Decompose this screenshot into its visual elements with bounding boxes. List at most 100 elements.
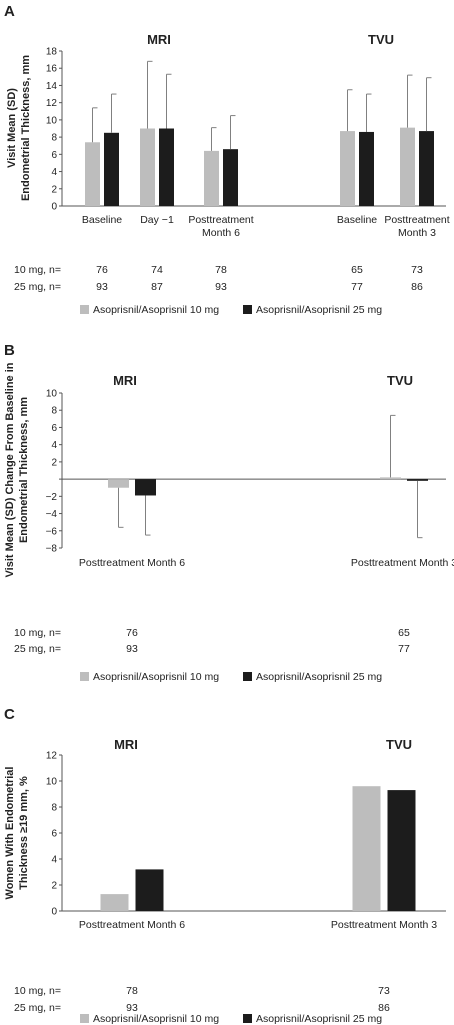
panel-a-bar-25mg <box>159 128 174 206</box>
panel-a-y-tick-label: 0 <box>51 202 57 213</box>
panel-c-category-label: Posttreatment Month 6 <box>79 919 185 931</box>
panel-b-y-axis-label: Endometrial Thickness, mm <box>18 397 30 543</box>
panel-c-n-label-10mg: 10 mg, n= <box>14 985 61 997</box>
panel-b-bar-10mg <box>380 477 401 480</box>
panel-b-y-tick-label: −4 <box>46 509 58 520</box>
panel-c-category-label: Posttreatment Month 3 <box>331 919 437 931</box>
panel-a-bar-10mg <box>400 127 415 206</box>
panel-a-y-tick-label: 16 <box>46 64 58 75</box>
panel-a-bar-25mg <box>104 132 119 206</box>
panel-b-group-title-mri: MRI <box>113 373 137 388</box>
panel-a-n-25mg: 86 <box>411 281 423 293</box>
panel-a-bar-10mg <box>140 128 155 206</box>
panel-a-y-axis-label: Visit Mean (SD) <box>6 88 18 168</box>
panel-c-y-tick-label: 8 <box>51 803 57 814</box>
panel-a-n-25mg: 93 <box>96 281 108 293</box>
panel-c-y-tick-label: 12 <box>46 751 58 762</box>
panel-a-n-10mg: 76 <box>96 264 108 276</box>
panel-a-legend-swatch-25mg <box>243 305 252 314</box>
panel-a-n-label-25mg: 25 mg, n= <box>14 281 61 293</box>
panel-a-y-tick-label: 4 <box>51 167 57 178</box>
panel-a-n-10mg: 74 <box>151 264 163 276</box>
panel-a-n-10mg: 78 <box>215 264 227 276</box>
panel-a-y-tick-label: 12 <box>46 98 58 109</box>
panel-a-letter: A <box>4 3 15 20</box>
panel-a-bar-25mg <box>223 149 238 206</box>
panel-a-bar-10mg <box>85 142 100 206</box>
panel-c-group-title-mri: MRI <box>114 737 138 752</box>
panel-b-y-tick-label: 10 <box>46 389 58 400</box>
panel-a-group-title-mri: MRI <box>147 32 171 47</box>
panel-c-legend-swatch-25mg <box>243 1014 252 1023</box>
panel-a-bar-25mg <box>419 131 434 206</box>
panel-a-n-25mg: 87 <box>151 281 163 293</box>
panel-a-category-label: Baseline <box>82 214 122 226</box>
panel-a-y-tick-label: 18 <box>46 47 58 58</box>
panel-b-group-title-tvu: TVU <box>387 373 413 388</box>
panel-c-legend-swatch-10mg <box>80 1014 89 1023</box>
panel-a-legend-swatch-10mg <box>80 305 89 314</box>
panel-c-letter: C <box>4 706 15 723</box>
panel-a-category-label: Baseline <box>337 214 377 226</box>
panel-c-n-10mg: 73 <box>378 985 390 997</box>
panel-c-n-label-25mg: 25 mg, n= <box>14 1002 61 1014</box>
panel-c-group-title-tvu: TVU <box>386 737 412 752</box>
panel-b-bar-25mg <box>407 479 428 481</box>
panel-c-y-tick-label: 2 <box>51 881 57 892</box>
panel-b-y-tick-label: −6 <box>46 526 58 537</box>
panel-b-n-25mg: 93 <box>126 643 138 655</box>
panel-c-bar-10mg <box>100 894 129 911</box>
panel-b-legend-label-10mg: Asoprisnil/Asoprisnil 10 mg <box>93 671 219 683</box>
panel-a-y-tick-label: 8 <box>51 133 57 144</box>
panel-b-legend-label-25mg: Asoprisnil/Asoprisnil 25 mg <box>256 671 382 683</box>
panel-c-y-tick-label: 6 <box>51 829 57 840</box>
panel-c-y-axis-label: Women With Endometrial <box>4 767 16 900</box>
panel-a-n-10mg: 73 <box>411 264 423 276</box>
panel-b-bar-25mg <box>135 479 156 496</box>
panel-a-n-25mg: 77 <box>351 281 363 293</box>
panel-b-legend-swatch-10mg <box>80 672 89 681</box>
panel-a-legend-label-10mg: Asoprisnil/Asoprisnil 10 mg <box>93 304 219 316</box>
panel-b-n-25mg: 77 <box>398 643 410 655</box>
panel-c-bar-25mg <box>135 869 164 911</box>
panel-b-y-tick-label: −8 <box>46 544 58 555</box>
panel-b-n-label-10mg: 10 mg, n= <box>14 627 61 639</box>
panel-b-n-10mg: 76 <box>126 627 138 639</box>
panel-a-n-25mg: 93 <box>215 281 227 293</box>
panel-a-y-tick-label: 10 <box>46 115 58 126</box>
panel-a-group-title-tvu: TVU <box>368 32 394 47</box>
panel-c-bar-25mg <box>387 790 416 911</box>
panel-b-letter: B <box>4 342 15 359</box>
panel-b-y-tick-label: 8 <box>51 406 57 417</box>
panel-b-category-label: Posttreatment Month 6 <box>79 557 185 569</box>
panel-b-n-10mg: 65 <box>398 627 410 639</box>
panel-b-y-axis-label: Visit Mean (SD) Change From Baseline in <box>4 362 16 577</box>
panel-b-y-tick-label: −2 <box>46 492 58 503</box>
panel-c-legend-label-25mg: Asoprisnil/Asoprisnil 25 mg <box>256 1013 382 1025</box>
panel-c-bar-10mg <box>352 786 381 911</box>
panel-a-category-label: Month 6 <box>202 227 240 239</box>
panel-b-category-label: Posttreatment Month 3 <box>351 557 454 569</box>
panel-b-n-label-25mg: 25 mg, n= <box>14 643 61 655</box>
panel-a-category-label: Month 3 <box>398 227 436 239</box>
panel-c-y-axis-label: Thickness ≥19 mm, % <box>18 776 30 890</box>
panel-c-y-tick-label: 0 <box>51 907 57 918</box>
panel-a-y-axis-label: Endometrial Thickness, mm <box>20 55 32 201</box>
panel-a-legend-label-25mg: Asoprisnil/Asoprisnil 25 mg <box>256 304 382 316</box>
panel-b-legend-swatch-25mg <box>243 672 252 681</box>
panel-a-n-label-10mg: 10 mg, n= <box>14 264 61 276</box>
panel-a-n-10mg: 65 <box>351 264 363 276</box>
panel-a-bar-25mg <box>359 131 374 206</box>
panel-c-n-25mg: 86 <box>378 1002 390 1014</box>
panel-a-bar-10mg <box>340 131 355 206</box>
panel-b-bar-10mg <box>108 479 129 488</box>
panel-b-y-tick-label: 4 <box>51 440 57 451</box>
panel-a-y-tick-label: 2 <box>51 184 57 195</box>
panel-b-y-tick-label: 6 <box>51 423 57 434</box>
panel-b-y-tick-label: 2 <box>51 457 57 468</box>
panel-a-y-tick-label: 6 <box>51 150 57 161</box>
panel-c-n-10mg: 78 <box>126 985 138 997</box>
panel-c-y-tick-label: 10 <box>46 777 58 788</box>
panel-c-legend-label-10mg: Asoprisnil/Asoprisnil 10 mg <box>93 1013 219 1025</box>
